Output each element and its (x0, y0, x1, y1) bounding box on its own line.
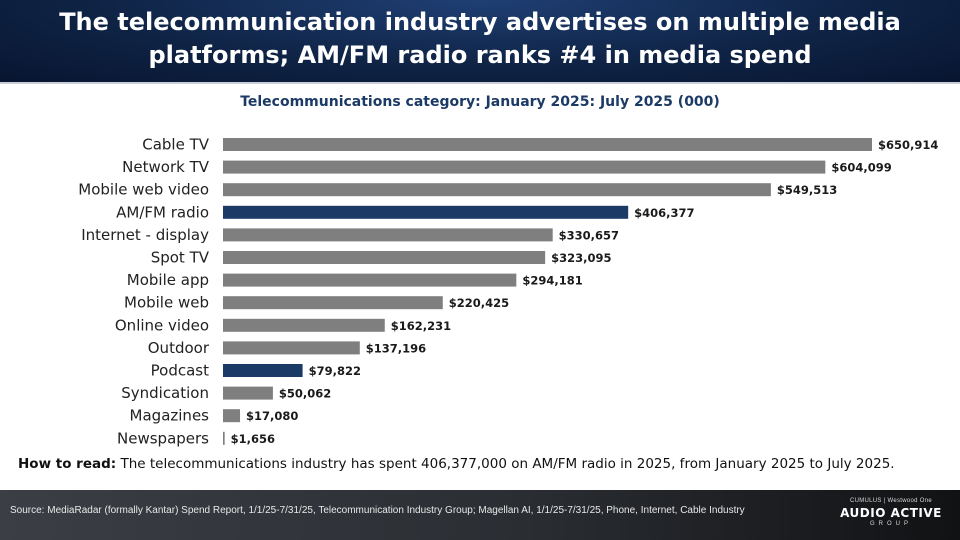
value-label: $137,196 (366, 341, 426, 355)
value-label: $220,425 (449, 296, 509, 310)
category-label: Mobile app (127, 271, 209, 289)
bar (223, 364, 303, 377)
how-to-read-text: The telecommunications industry has spen… (116, 456, 895, 472)
bar (223, 228, 553, 242)
source-note: Source: MediaRadar (formally Kantar) Spe… (10, 505, 745, 516)
bar (223, 341, 360, 355)
bar (223, 296, 443, 310)
value-label: $17,080 (246, 409, 298, 423)
bar (223, 251, 546, 264)
value-label: $1,656 (231, 432, 275, 446)
footer: Source: MediaRadar (formally Kantar) Spe… (0, 490, 960, 540)
category-label: Spot TV (151, 249, 210, 267)
category-label: Mobile web video (78, 181, 209, 199)
value-label: $330,657 (559, 228, 619, 242)
header-banner: The telecommunication industry advertise… (0, 0, 960, 84)
category-label: AM/FM radio (116, 203, 209, 221)
value-label: $650,914 (878, 138, 938, 152)
category-label: Network TV (122, 158, 210, 176)
bar (223, 183, 771, 197)
category-label: Internet - display (81, 226, 209, 244)
value-label: $604,099 (831, 161, 891, 175)
logo-top: CUMULUS | Westwood One (849, 498, 933, 504)
bar (223, 431, 225, 445)
bar (223, 386, 273, 400)
bar (223, 160, 826, 174)
category-label: Cable TV (142, 136, 210, 154)
audio-active-group-logo: CUMULUS | Westwood One AUDIO ACTIVE GROU… (836, 498, 946, 527)
category-label: Newspapers (117, 429, 209, 447)
value-label: $162,231 (391, 319, 451, 333)
bar (223, 138, 872, 151)
value-label: $294,181 (522, 274, 582, 288)
value-label: $79,822 (309, 364, 361, 378)
bar (223, 409, 241, 423)
category-label: Magazines (130, 407, 210, 425)
value-label: $406,377 (634, 206, 694, 220)
category-label: Syndication (121, 384, 209, 402)
value-label: $323,095 (551, 251, 611, 265)
value-label: $549,513 (777, 183, 837, 197)
logo-group: GROUP (869, 521, 912, 527)
how-to-read-label: How to read: (18, 456, 117, 472)
bar (223, 205, 629, 219)
category-label: Podcast (151, 362, 209, 380)
page-title: The telecommunication industry advertise… (59, 8, 901, 69)
category-label: Online video (115, 316, 209, 334)
logo-brand: AUDIO ACTIVE (840, 506, 942, 520)
category-label: Outdoor (148, 339, 210, 357)
category-label: Mobile web (124, 294, 209, 312)
bar (223, 318, 385, 332)
bar (223, 273, 517, 287)
value-label: $50,062 (279, 387, 331, 401)
chart-title: Telecommunications category: January 202… (240, 94, 720, 110)
how-to-read: How to read: The telecommunications indu… (18, 456, 948, 472)
